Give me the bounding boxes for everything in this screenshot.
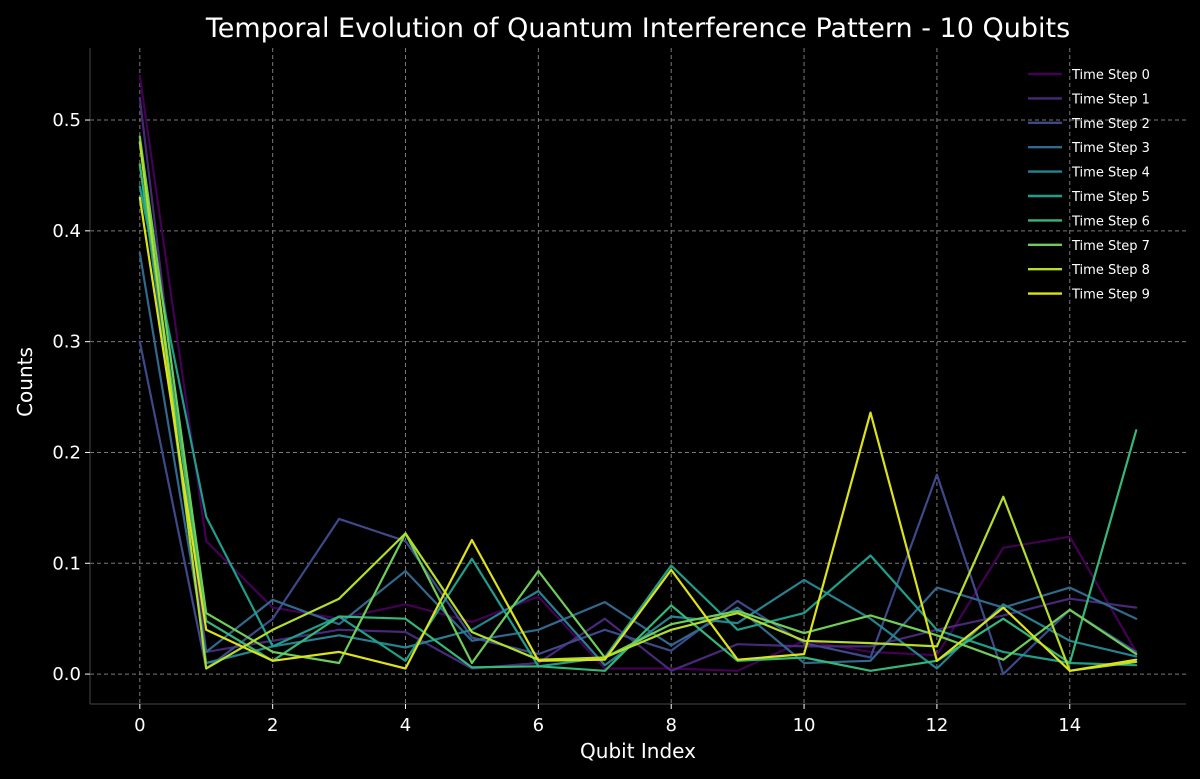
x-tick-label-6: 12 <box>925 715 948 736</box>
y-tick-label-2: 0.2 <box>52 442 81 463</box>
y-axis-label: Counts <box>13 347 37 417</box>
y-tick-label-5: 0.5 <box>52 110 81 131</box>
x-axis-label: Qubit Index <box>580 739 696 763</box>
series-line-time-step-9 <box>138 196 1138 672</box>
x-tick-label-2: 4 <box>400 715 411 736</box>
y-tick-label-1: 0.1 <box>52 553 81 574</box>
series-line-time-step-8 <box>138 141 1138 672</box>
series-line-time-step-6 <box>138 163 1138 672</box>
legend-label-2: Time Step 2 <box>1071 117 1150 132</box>
y-tick-label-3: 0.3 <box>52 332 81 353</box>
legend-label-3: Time Step 3 <box>1071 141 1150 156</box>
legend-label-5: Time Step 5 <box>1071 190 1150 205</box>
series-lines <box>138 74 1138 676</box>
x-tick-label-5: 10 <box>793 715 816 736</box>
axes-spines <box>89 48 1186 705</box>
x-tick-label-0: 0 <box>134 715 145 736</box>
chart-title: Temporal Evolution of Quantum Interferen… <box>205 13 1070 44</box>
x-tick-label-7: 14 <box>1058 715 1081 736</box>
x-tick-label-4: 8 <box>665 715 676 736</box>
series-line-time-step-0 <box>138 74 1138 672</box>
y-tick-label-0: 0.0 <box>52 664 81 685</box>
tick-labels: 0 2 4 6 8 10 12 14 0.0 0.1 0.2 0.3 0.4 0.5 <box>52 110 1081 736</box>
legend-label-4: Time Step 4 <box>1071 166 1150 181</box>
x-tick-label-1: 2 <box>267 715 278 736</box>
grid <box>90 48 1186 704</box>
legend-label-8: Time Step 8 <box>1071 263 1150 278</box>
legend-label-7: Time Step 7 <box>1071 239 1150 254</box>
legend-label-1: Time Step 1 <box>1071 92 1150 107</box>
legend-label-6: Time Step 6 <box>1071 214 1150 229</box>
legend: Time Step 0 Time Step 1 Time Step 2 Time St… <box>1028 68 1150 303</box>
series-line-time-step-3 <box>138 251 1138 665</box>
x-tick-label-3: 6 <box>533 715 544 736</box>
legend-label-9: Time Step 9 <box>1071 288 1150 303</box>
series-line-time-step-7 <box>138 135 1138 665</box>
series-line-time-step-1 <box>138 96 1138 672</box>
legend-label-0: Time Step 0 <box>1071 68 1150 83</box>
y-tick-label-4: 0.4 <box>52 221 81 242</box>
